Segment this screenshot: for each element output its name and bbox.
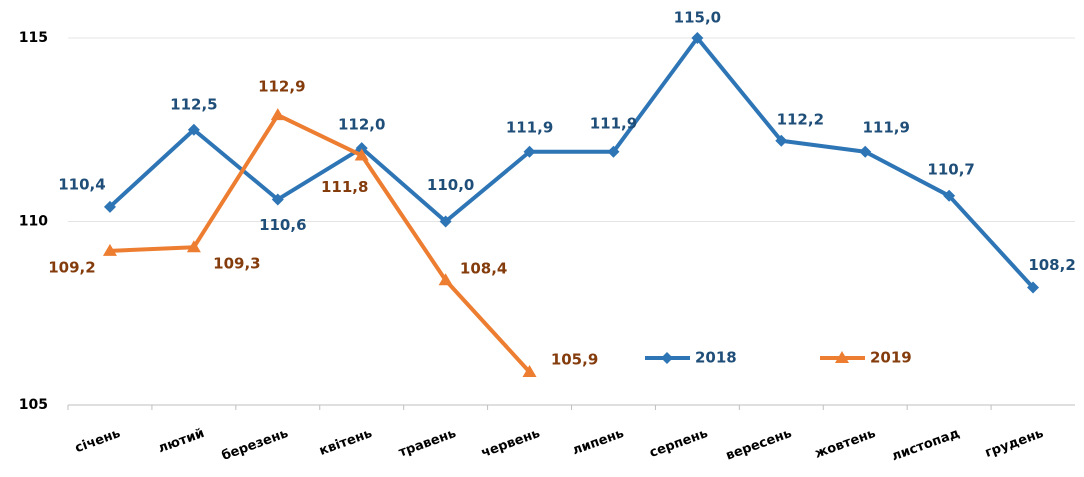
x-tick-label: травень bbox=[397, 426, 458, 461]
data-label: 112,9 bbox=[258, 78, 305, 96]
marker bbox=[661, 352, 673, 364]
marker bbox=[355, 142, 368, 155]
data-label: 108,2 bbox=[1028, 256, 1075, 274]
marker bbox=[1027, 281, 1040, 294]
marker bbox=[859, 145, 872, 158]
marker bbox=[102, 243, 117, 256]
marker bbox=[943, 189, 956, 202]
x-tick-label: червень bbox=[479, 426, 542, 461]
x-tick-label: лютий bbox=[156, 426, 206, 456]
legend-label: 2019 bbox=[870, 349, 912, 367]
x-tick-label: жовтень bbox=[813, 426, 878, 462]
x-tick-label: листопад bbox=[890, 426, 962, 464]
data-label: 110,4 bbox=[58, 175, 105, 193]
x-tick-label: липень bbox=[570, 426, 626, 458]
marker bbox=[691, 32, 704, 44]
data-label: 112,5 bbox=[170, 95, 217, 113]
series-line bbox=[108, 36, 1035, 289]
marker bbox=[103, 200, 116, 213]
marker bbox=[439, 215, 452, 228]
marker bbox=[270, 108, 285, 121]
x-tick-label: серпень bbox=[648, 426, 710, 461]
data-label: 112,2 bbox=[777, 110, 824, 128]
data-label: 112,0 bbox=[338, 116, 385, 134]
marker bbox=[438, 273, 453, 286]
data-label: 115,0 bbox=[674, 9, 721, 27]
x-tick-label: вересень bbox=[724, 426, 794, 464]
series-line bbox=[109, 113, 532, 374]
data-label: 105,9 bbox=[551, 350, 598, 368]
data-label: 110,7 bbox=[927, 160, 974, 178]
data-label: 111,9 bbox=[506, 118, 553, 136]
legend-label: 2018 bbox=[695, 349, 737, 367]
marker bbox=[187, 123, 200, 136]
data-label: 110,6 bbox=[259, 216, 306, 234]
marker bbox=[835, 351, 849, 363]
y-tick-label: 115 bbox=[19, 30, 48, 46]
x-tick-label: квітень bbox=[317, 426, 374, 459]
marker bbox=[354, 148, 369, 161]
y-tick-label: 110 bbox=[19, 214, 48, 230]
data-label: 108,4 bbox=[460, 260, 507, 278]
marker bbox=[522, 364, 537, 377]
marker bbox=[523, 145, 536, 158]
x-tick-label: березень bbox=[220, 426, 291, 464]
marker bbox=[607, 145, 620, 158]
data-label: 109,2 bbox=[48, 258, 95, 276]
marker bbox=[271, 193, 284, 206]
data-label: 110,0 bbox=[427, 176, 474, 194]
data-label: 109,3 bbox=[213, 255, 260, 273]
marker bbox=[775, 134, 788, 147]
data-label: 111,9 bbox=[862, 118, 909, 136]
y-tick-label: 105 bbox=[19, 397, 48, 413]
x-tick-label: грудень bbox=[983, 426, 1046, 461]
marker bbox=[186, 240, 201, 253]
data-label: 111,9 bbox=[590, 114, 637, 132]
data-label: 111,8 bbox=[321, 178, 368, 196]
x-tick-label: січень bbox=[73, 426, 122, 456]
